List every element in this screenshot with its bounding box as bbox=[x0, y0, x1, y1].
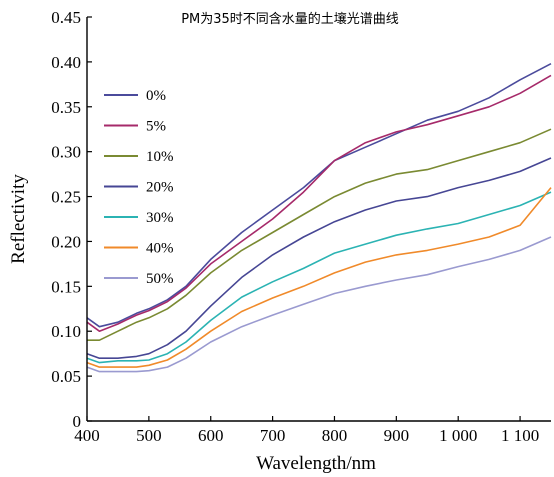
series-line bbox=[86, 191, 552, 364]
x-axis-title: Wavelength/nm bbox=[256, 453, 376, 474]
series-line bbox=[86, 157, 552, 360]
x-tick-label: 700 bbox=[260, 426, 286, 445]
x-tick-label: 900 bbox=[384, 426, 410, 445]
y-tick-label: 0.35 bbox=[51, 98, 81, 117]
series-line bbox=[86, 74, 552, 333]
x-tick-label: 800 bbox=[322, 426, 348, 445]
y-tick-label: 0.10 bbox=[51, 322, 81, 341]
x-tick-label: 400 bbox=[74, 426, 100, 445]
legend-label: 50% bbox=[146, 271, 174, 287]
legend-label: 5% bbox=[146, 119, 166, 135]
legend-label: 20% bbox=[146, 180, 174, 196]
y-tick-label: 0.30 bbox=[51, 143, 81, 162]
axes bbox=[86, 17, 551, 422]
series-line bbox=[87, 128, 552, 342]
chart-title: PM为35时不同含水量的土壤光谱曲线 bbox=[181, 11, 399, 27]
y-tick-label: 0.40 bbox=[51, 53, 81, 72]
x-tick-label: 1 000 bbox=[439, 426, 477, 445]
legend-label: 40% bbox=[146, 241, 174, 257]
y-tick-label: 0.05 bbox=[51, 367, 81, 386]
legend-label: 10% bbox=[146, 149, 174, 165]
series-line bbox=[86, 187, 552, 368]
x-tick-label: 500 bbox=[136, 426, 162, 445]
series-line bbox=[86, 62, 552, 328]
plot-lines bbox=[86, 62, 552, 373]
x-tick-label: 1 100 bbox=[501, 426, 539, 445]
legend-label: 0% bbox=[146, 88, 166, 104]
y-tick-label: 0.45 bbox=[51, 8, 81, 27]
y-tick-label: 0.15 bbox=[51, 277, 81, 296]
series-line bbox=[86, 236, 552, 373]
y-axis-title: Reflectivity bbox=[8, 174, 29, 264]
y-ticks: 0 0.05 0.10 0.15 0.20 0.25 0.30 0.35 0.40 0.45 bbox=[51, 8, 92, 431]
legend: 0% 5% 10% 20% 30% 40% 50% bbox=[104, 88, 174, 287]
legend-label: 30% bbox=[146, 210, 174, 226]
x-tick-label: 600 bbox=[198, 426, 224, 445]
x-ticks: 400 500 600 700 800 900 1 000 1 100 bbox=[74, 416, 539, 445]
y-tick-label: 0 bbox=[73, 412, 82, 431]
y-tick-label: 0.25 bbox=[51, 188, 81, 207]
y-tick-label: 0.20 bbox=[51, 232, 81, 251]
